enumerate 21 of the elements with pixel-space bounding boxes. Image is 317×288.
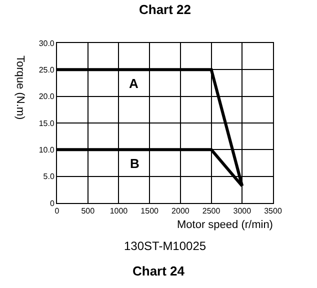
text: 130ST-M10025 <box>124 239 206 253</box>
x-axis-title: Motor speed (r/min) <box>177 219 273 231</box>
y-tick-label: 25.0 <box>38 65 55 74</box>
y-tick-label: 15.0 <box>38 118 55 128</box>
x-tick-label: 2500 <box>202 206 221 216</box>
series-label: B <box>130 156 140 171</box>
y-tick-label: 10.0 <box>38 145 55 154</box>
x-tick-label: 1000 <box>110 206 128 216</box>
x-tick-label: 3000 <box>233 206 252 216</box>
y-axis-title: Torque (N.m) <box>14 56 26 120</box>
x-tick-label: 2000 <box>172 206 190 216</box>
text: Chart 24 <box>132 263 186 278</box>
y-tick-label: 30.0 <box>38 38 55 48</box>
series-label: A <box>129 76 139 91</box>
caption: Chart 22 <box>139 2 192 17</box>
x-tick-label: 500 <box>81 206 96 216</box>
x-tick-label: 1500 <box>140 206 160 216</box>
y-tick-label: 0 <box>50 198 55 208</box>
y-tick-label: 5.0 <box>43 172 55 182</box>
y-tick-label: 20.0 <box>38 92 55 102</box>
x-tick-label: 3500 <box>264 206 282 216</box>
